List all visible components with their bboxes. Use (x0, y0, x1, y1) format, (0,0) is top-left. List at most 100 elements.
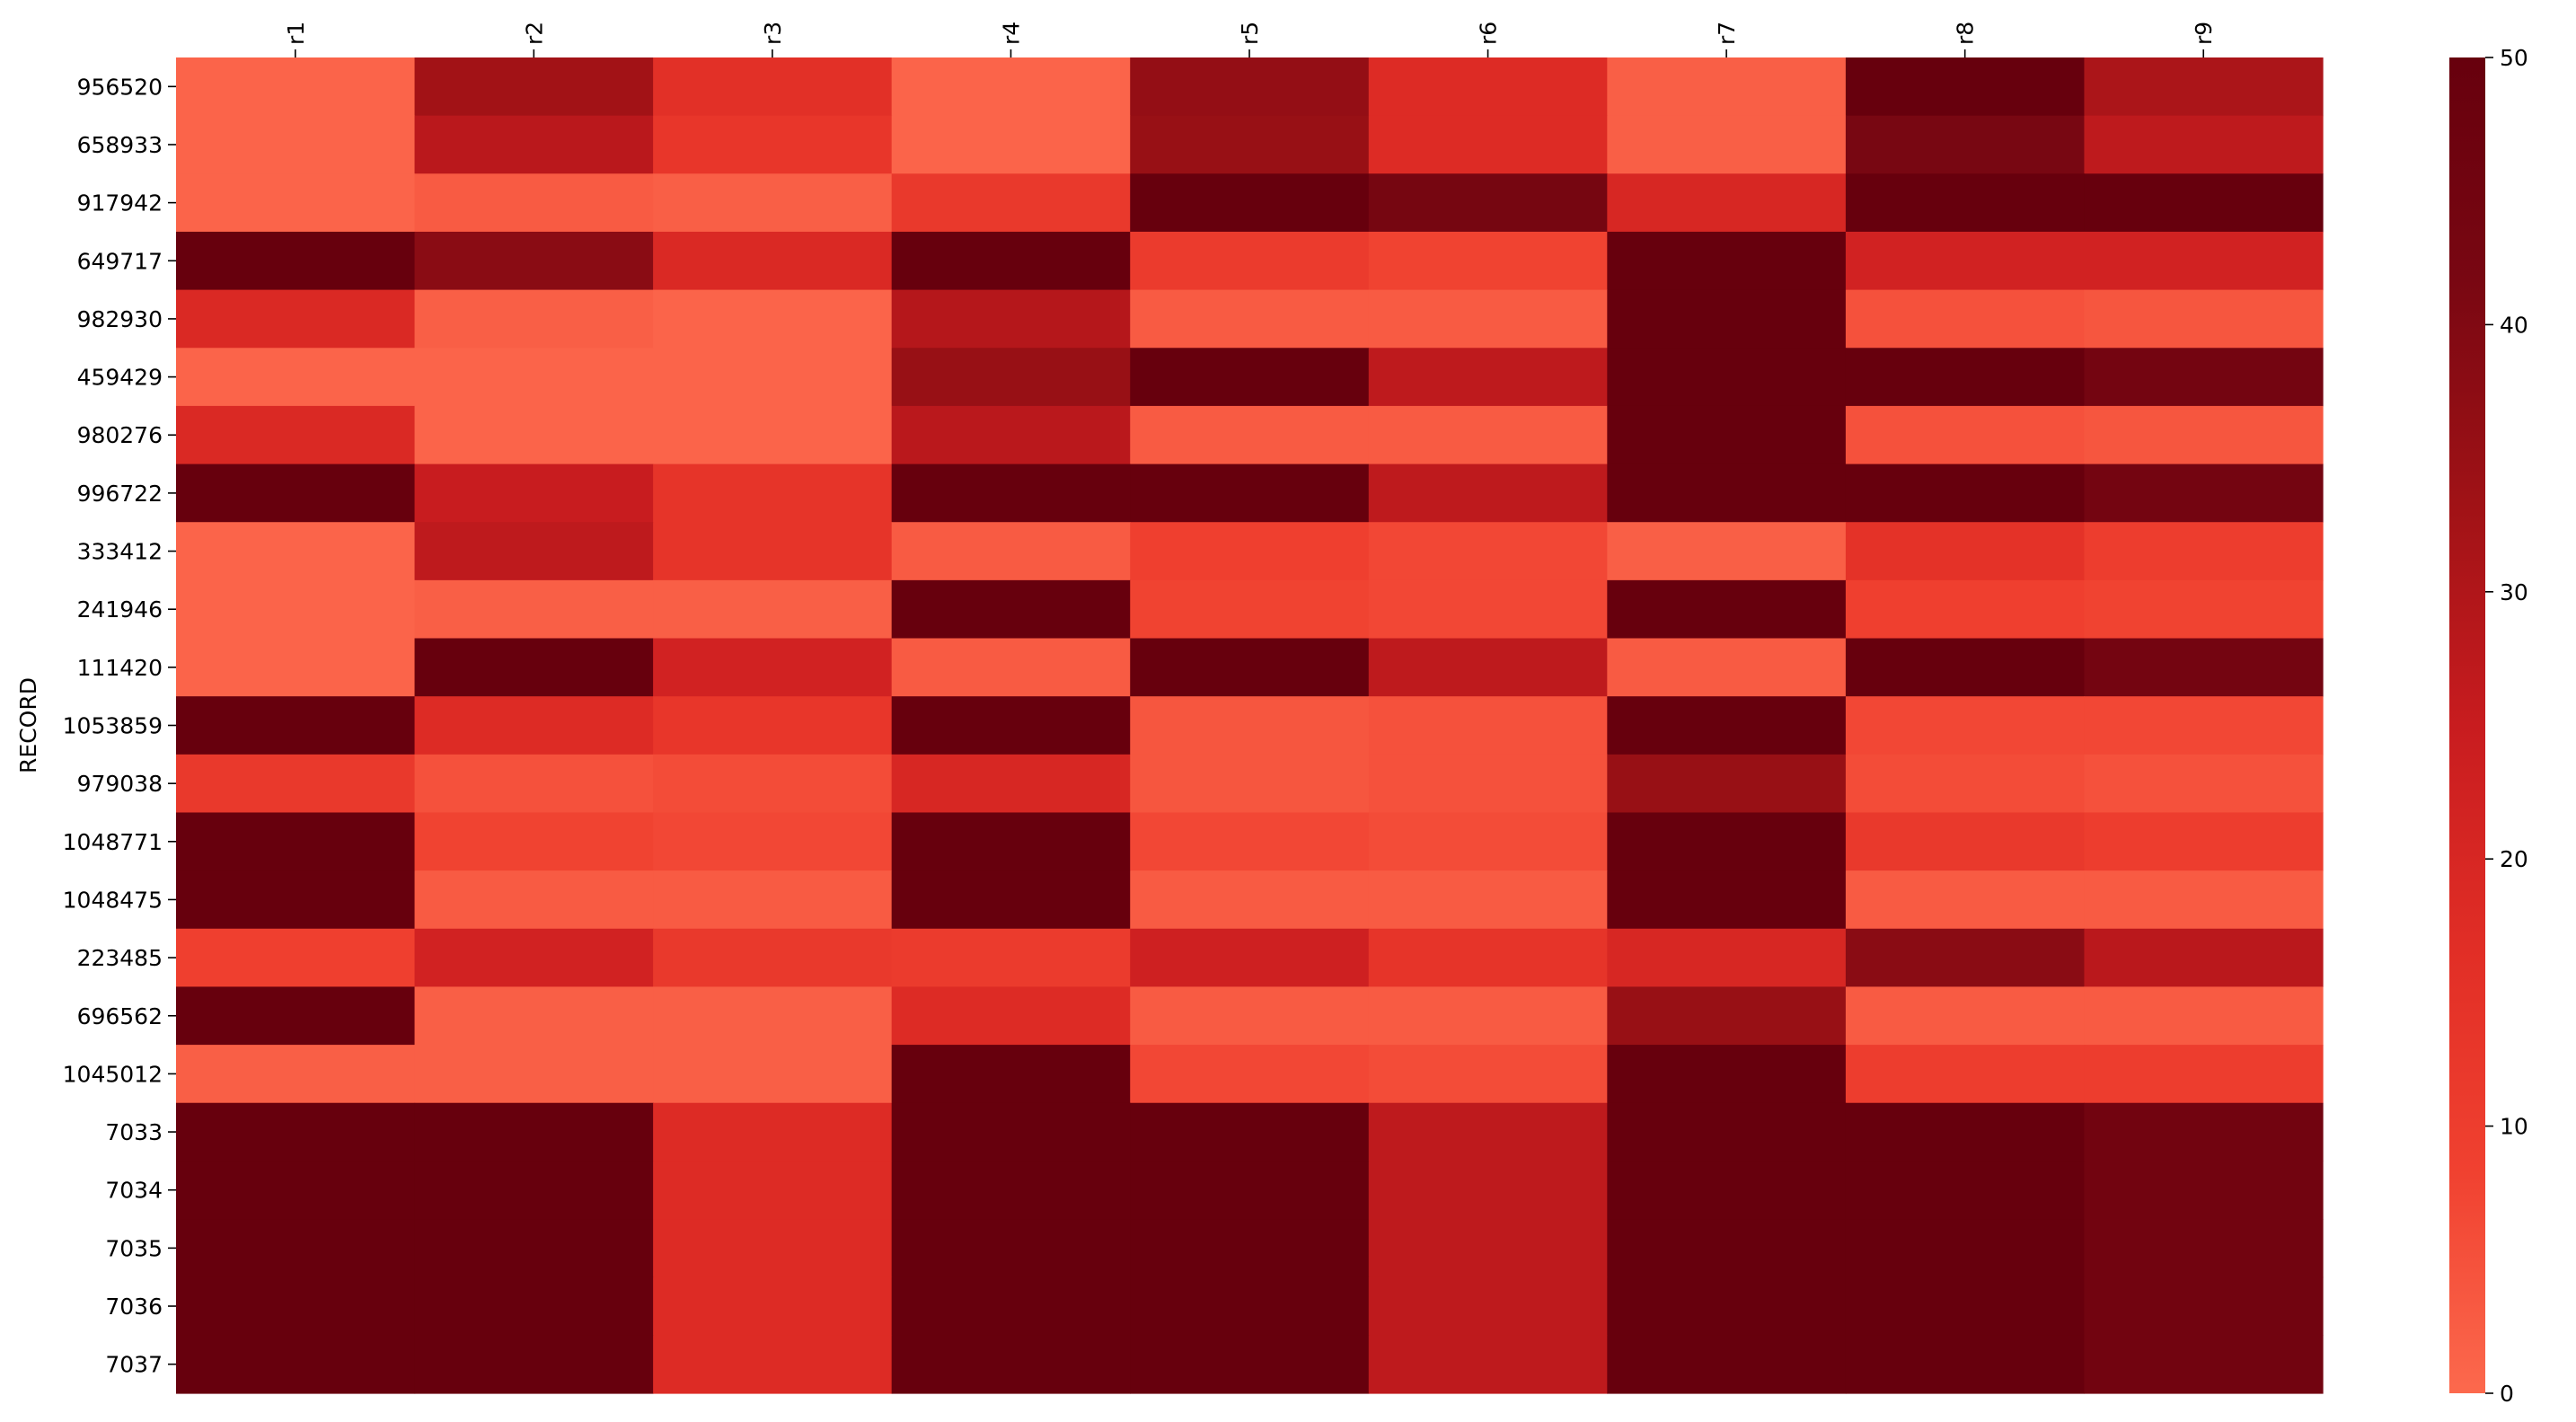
heatmap-cell (1130, 1335, 1370, 1394)
heatmap-cell (1130, 464, 1370, 523)
colorbar-tick-label: 50 (2500, 45, 2528, 71)
colorbar: 0 10 20 30 40 50 (2449, 45, 2528, 1407)
heatmap-cell (1607, 405, 1847, 465)
heatmap-cell (176, 1219, 416, 1278)
heatmap-cell (1368, 1045, 1608, 1104)
heatmap-cell (2084, 870, 2324, 930)
heatmap-cell (1368, 754, 1608, 814)
heatmap-cell (891, 173, 1131, 233)
heatmap-cell (1607, 57, 1847, 117)
heatmap-cell (1368, 696, 1608, 755)
heatmap-cell (176, 986, 416, 1046)
heatmap-cell (653, 812, 893, 871)
heatmap-cell (1845, 1219, 2086, 1278)
heatmap-cell (1130, 1045, 1370, 1104)
y-tick-label: 996722 (77, 481, 163, 507)
heatmap-cell (1845, 812, 2086, 871)
heatmap-cell (1607, 1045, 1847, 1104)
heatmap-cell (1607, 522, 1847, 581)
x-tick-label: r7 (1714, 22, 1740, 45)
heatmap-cell (1130, 579, 1370, 640)
heatmap-cell (891, 57, 1131, 117)
y-axis-label: RECORD (15, 677, 41, 773)
heatmap-cell (1607, 289, 1847, 349)
heatmap-cell (653, 1335, 893, 1394)
y-tick-label: 956520 (77, 74, 163, 100)
heatmap-cell (1130, 638, 1370, 697)
heatmap-cell (176, 928, 416, 988)
heatmap-cell (176, 579, 416, 640)
heatmap-cell (653, 173, 893, 233)
heatmap-cell (2084, 289, 2324, 349)
heatmap-cell (1130, 870, 1370, 930)
heatmap-cell (891, 696, 1131, 755)
heatmap-cell (1368, 115, 1608, 174)
heatmap-cell (2084, 638, 2324, 697)
x-tick-label: r3 (760, 22, 786, 45)
heatmap-cell (176, 1045, 416, 1104)
heatmap-cell (1368, 638, 1608, 697)
heatmap-cell (1845, 638, 2086, 697)
heatmap-cell (1845, 1045, 2086, 1104)
x-tick-label: r2 (521, 22, 547, 45)
heatmap-cell (1845, 696, 2086, 755)
y-tick-label: 649717 (77, 248, 163, 274)
heatmap-cell (414, 812, 654, 871)
y-tick-label: 696562 (77, 1003, 163, 1029)
y-tick-label: 979038 (77, 771, 163, 797)
heatmap-cell (176, 870, 416, 930)
heatmap-cells (176, 57, 2324, 1394)
heatmap-cell (1368, 1161, 1608, 1220)
heatmap-cell (414, 696, 654, 755)
heatmap-cell (1845, 754, 2086, 814)
heatmap-cell (1130, 231, 1370, 291)
y-tick-label: 7034 (105, 1178, 163, 1204)
heatmap-cell (1368, 173, 1608, 233)
heatmap-cell (1368, 57, 1608, 117)
y-tick-label: 1053859 (63, 713, 163, 739)
heatmap-cell (1130, 115, 1370, 174)
y-tick-label: 1048771 (63, 829, 163, 855)
heatmap-cell (1607, 638, 1847, 697)
y-tick-label: 7037 (105, 1352, 163, 1378)
heatmap-cell (1130, 754, 1370, 814)
heatmap-cell (414, 522, 654, 581)
colorbar-scale (2449, 57, 2485, 1393)
x-tick-label: r4 (998, 22, 1024, 45)
y-tick-label: 223485 (77, 945, 163, 971)
heatmap-cell (1607, 1219, 1847, 1278)
heatmap-cell (2084, 348, 2324, 407)
x-tick-label: r1 (283, 22, 309, 45)
heatmap-cell (1368, 870, 1608, 930)
heatmap-cell (414, 289, 654, 349)
heatmap-cell (176, 231, 416, 291)
heatmap-cell (891, 812, 1131, 871)
heatmap-cell (1845, 986, 2086, 1046)
heatmap-cell (653, 522, 893, 581)
heatmap-cell (891, 1102, 1131, 1161)
x-tick-label: r5 (1237, 22, 1263, 45)
heatmap-cell (2084, 115, 2324, 174)
heatmap-cell (176, 348, 416, 407)
heatmap-cell (1368, 1219, 1608, 1278)
heatmap-cell (653, 1219, 893, 1278)
heatmap-cell (2084, 464, 2324, 523)
heatmap-cell (1607, 115, 1847, 174)
heatmap-cell (414, 986, 654, 1046)
heatmap-cell (176, 1335, 416, 1394)
heatmap-cell (1130, 1102, 1370, 1161)
heatmap-cell (891, 1161, 1131, 1220)
heatmap-cell (653, 638, 893, 697)
heatmap-cell (2084, 522, 2324, 581)
heatmap-cell (1607, 812, 1847, 871)
y-tick-label: 917942 (77, 190, 163, 216)
heatmap-cell (1607, 1276, 1847, 1336)
heatmap-cell (414, 754, 654, 814)
y-tick-label: 7033 (105, 1119, 163, 1145)
heatmap-cell (653, 870, 893, 930)
heatmap-cell (653, 405, 893, 465)
y-tick-label: 459429 (77, 365, 163, 391)
heatmap-cell (1368, 289, 1608, 349)
heatmap-cell (2084, 1045, 2324, 1104)
